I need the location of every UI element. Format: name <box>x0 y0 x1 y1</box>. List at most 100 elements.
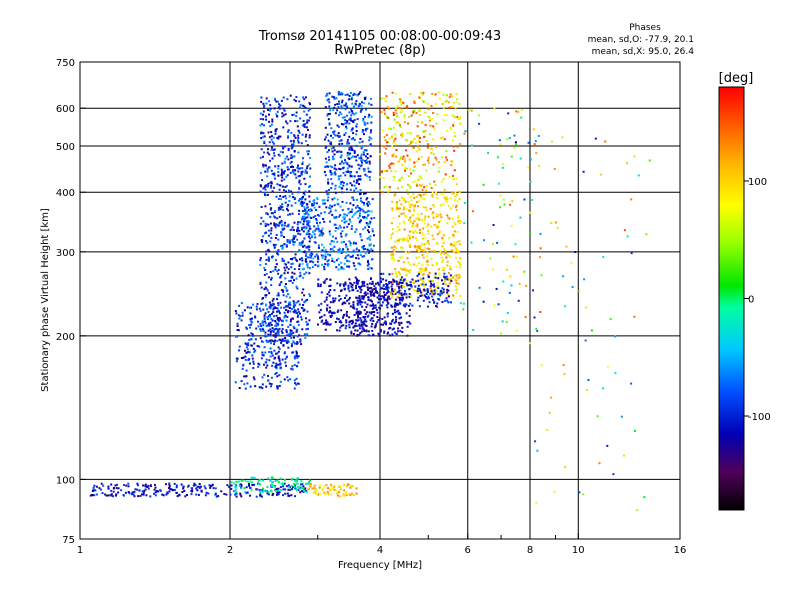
data-point <box>336 124 339 127</box>
data-point <box>404 169 406 172</box>
data-point <box>293 387 296 390</box>
data-point <box>374 304 377 307</box>
data-point <box>288 195 291 198</box>
data-point <box>290 336 293 339</box>
data-point <box>363 169 366 172</box>
data-point <box>395 332 398 335</box>
data-point <box>392 217 395 220</box>
colorbar-tick-label: 0 <box>748 295 754 306</box>
data-point <box>344 122 347 125</box>
data-point <box>437 298 440 300</box>
data-point <box>260 131 263 134</box>
data-point <box>338 185 341 188</box>
data-point <box>365 325 368 327</box>
data-point <box>355 284 358 287</box>
data-point <box>248 324 250 326</box>
data-point <box>253 476 256 479</box>
data-point <box>388 273 391 276</box>
data-point <box>421 232 424 235</box>
data-point <box>415 195 418 198</box>
data-point <box>322 246 325 249</box>
data-point <box>283 221 286 224</box>
data-point <box>321 234 324 237</box>
data-point <box>583 278 586 281</box>
data-point <box>246 480 249 483</box>
data-point <box>432 293 435 296</box>
data-point <box>287 168 290 171</box>
data-point <box>536 449 539 452</box>
data-point <box>386 116 389 119</box>
data-point <box>423 294 426 297</box>
data-point <box>266 340 268 343</box>
data-point <box>104 493 107 496</box>
data-point <box>292 172 295 175</box>
data-point <box>268 136 271 139</box>
data-point <box>285 295 288 298</box>
data-point <box>342 181 345 184</box>
data-point <box>264 286 267 289</box>
data-point <box>302 267 305 270</box>
data-point <box>336 329 339 332</box>
data-point <box>385 304 388 307</box>
data-point <box>325 319 327 322</box>
data-point <box>417 271 420 274</box>
data-point <box>293 486 296 489</box>
data-point <box>383 295 385 298</box>
data-point <box>318 486 321 489</box>
data-point <box>274 336 277 339</box>
data-point <box>333 217 336 220</box>
data-point <box>346 142 349 145</box>
data-point <box>262 102 265 105</box>
data-point <box>514 143 517 145</box>
data-point <box>341 191 344 194</box>
data-point <box>293 98 296 101</box>
data-point <box>367 261 369 264</box>
data-point <box>443 275 446 278</box>
data-point <box>606 366 609 369</box>
data-point <box>574 251 577 253</box>
data-point <box>248 482 250 485</box>
data-point <box>534 440 537 443</box>
data-point <box>413 208 416 211</box>
x-tick-label: 16 <box>674 545 687 556</box>
data-point <box>261 383 264 386</box>
data-point <box>331 198 334 201</box>
data-point <box>273 107 276 110</box>
data-point <box>280 275 282 278</box>
data-point <box>508 137 511 140</box>
data-point <box>537 135 540 137</box>
data-point <box>353 151 356 154</box>
data-point <box>346 214 348 217</box>
data-point <box>322 218 325 221</box>
data-point <box>280 172 283 175</box>
x-tick-label: 10 <box>572 545 585 556</box>
data-point <box>401 285 404 288</box>
data-point <box>209 486 212 489</box>
data-point <box>274 266 277 268</box>
data-point <box>290 160 293 163</box>
data-point <box>276 183 279 186</box>
data-point <box>250 338 253 341</box>
data-point <box>459 263 462 266</box>
data-point <box>325 206 328 209</box>
data-point <box>398 317 401 320</box>
data-point <box>318 230 321 233</box>
data-point <box>353 184 356 187</box>
data-point <box>300 171 303 174</box>
data-point <box>539 311 542 313</box>
data-point <box>345 220 348 223</box>
data-point <box>454 243 457 246</box>
data-point <box>409 142 412 144</box>
data-point <box>456 98 459 101</box>
phase-stats-heading: Phases <box>629 23 661 33</box>
data-point <box>425 292 428 295</box>
data-point <box>141 493 143 496</box>
data-point <box>412 112 415 115</box>
data-point <box>276 294 279 297</box>
data-point <box>299 233 302 236</box>
data-point <box>396 207 398 210</box>
data-point <box>412 222 415 225</box>
data-point <box>275 128 278 131</box>
data-point <box>282 290 285 293</box>
data-point <box>397 259 400 262</box>
